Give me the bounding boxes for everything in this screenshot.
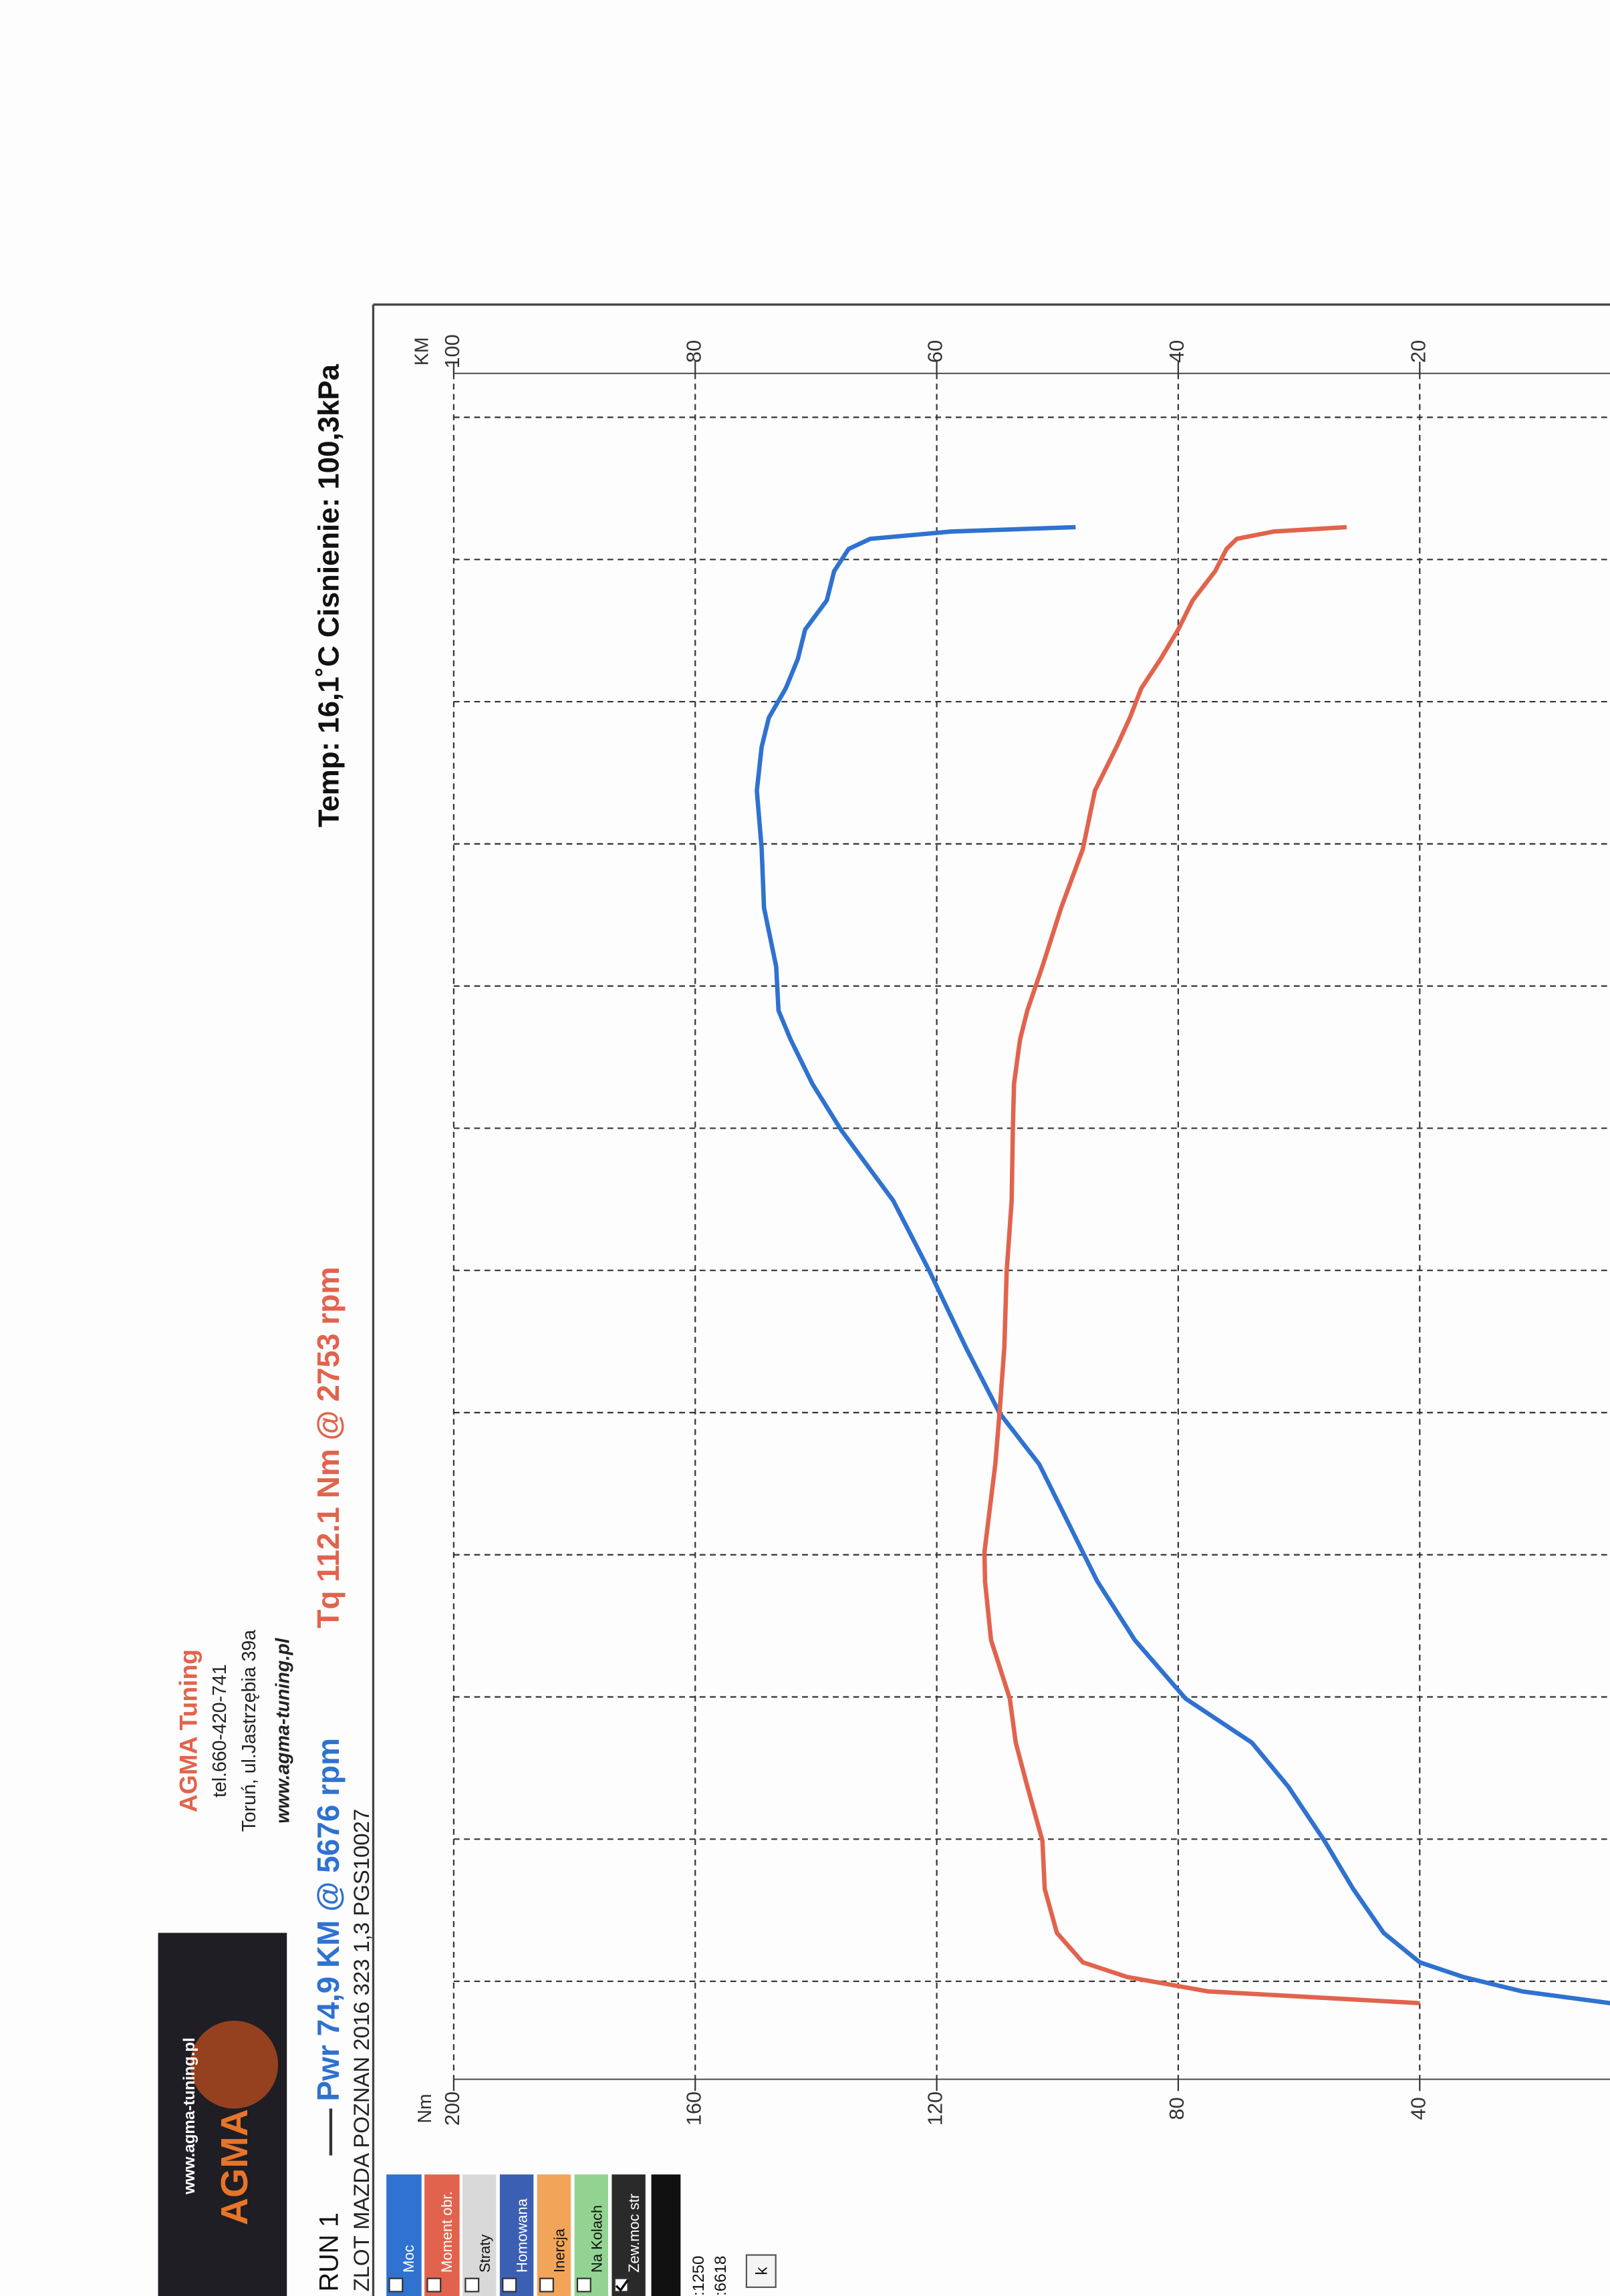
- conditions: Temp: 16,1˚C Cisnienie: 100,3kPa: [313, 364, 346, 827]
- check: [615, 2279, 629, 2292]
- company: AGMA Tuning: [174, 1649, 203, 1812]
- checkbox-button[interactable]: [499, 2174, 534, 2296]
- readout: :1250: [690, 2256, 708, 2296]
- series-line: [755, 525, 1610, 2005]
- y-tick-label: 160: [682, 2092, 705, 2126]
- address: Toruń, ul.Jastrzębia 39a: [239, 1630, 260, 1832]
- logo-box: [158, 1932, 287, 2296]
- legend-label: Moc: [400, 2245, 417, 2273]
- logo: AGMA: [213, 2109, 256, 2225]
- checkbox-label: Homowana: [514, 2198, 531, 2273]
- y2-tick-label: 40: [1166, 340, 1188, 363]
- y2-tick-label: 100: [441, 334, 464, 368]
- checkbox-mark[interactable]: [426, 2277, 442, 2293]
- y2-tick-label: 60: [924, 340, 947, 363]
- checkbox-label: Straty: [477, 2235, 493, 2273]
- y-tick-label: 40: [1407, 2097, 1430, 2120]
- button[interactable]: [745, 2254, 777, 2288]
- website: www.agma-tuning.pl: [272, 1637, 293, 1823]
- logo-car: [190, 2021, 279, 2109]
- checkbox-mark[interactable]: [464, 2277, 480, 2293]
- readout: :6618: [712, 2256, 730, 2296]
- checkbox-label: Inercja: [551, 2228, 568, 2273]
- checkbox-mark[interactable]: [502, 2277, 517, 2293]
- checkbox-mark[interactable]: [576, 2277, 591, 2293]
- checkbox-label: Zew.moc str: [626, 2194, 642, 2273]
- series-line: [982, 525, 1420, 2006]
- power-annotation: Pwr 74,9 KM @ 5676 rpm: [311, 1738, 346, 2102]
- y-axis-label: Nm: [414, 2094, 436, 2123]
- checkbox-moment[interactable]: [424, 2174, 460, 2296]
- black-box: [651, 2174, 681, 2296]
- checkbox-mark[interactable]: [388, 2277, 404, 2293]
- y2-tick-label: 80: [682, 340, 705, 363]
- run: RUN 1: [314, 2212, 344, 2291]
- checkbox-mark[interactable]: [539, 2277, 554, 2293]
- checkbox-button[interactable]: [462, 2174, 497, 2296]
- subtitle: ZLOT MAZDA POZNAN 2016 323 1,3 PGS10027: [349, 1809, 374, 2292]
- y2-tick-label: 20: [1407, 340, 1430, 363]
- y2-axis-label: KM: [411, 337, 432, 366]
- legend-label: Moment obr.: [438, 2191, 455, 2273]
- button-label: k: [753, 2267, 771, 2275]
- phone: tel.660-420-741: [209, 1664, 231, 1797]
- checkbox-label: Na Kolach: [588, 2205, 605, 2273]
- checkbox-button[interactable]: [574, 2174, 608, 2296]
- y-tick-label: 120: [924, 2092, 947, 2126]
- logo-url: www.agma-tuning.pl: [180, 2037, 198, 2195]
- torque-annotation: Tq 112.1 Nm @ 2753 rpm: [311, 1267, 346, 1628]
- checkbox-moc[interactable]: [386, 2174, 422, 2296]
- checkbox-button[interactable]: [612, 2174, 646, 2296]
- checkbox-button[interactable]: [537, 2174, 571, 2296]
- y-tick-label: 200: [441, 2092, 464, 2126]
- y-tick-label: 80: [1166, 2097, 1188, 2120]
